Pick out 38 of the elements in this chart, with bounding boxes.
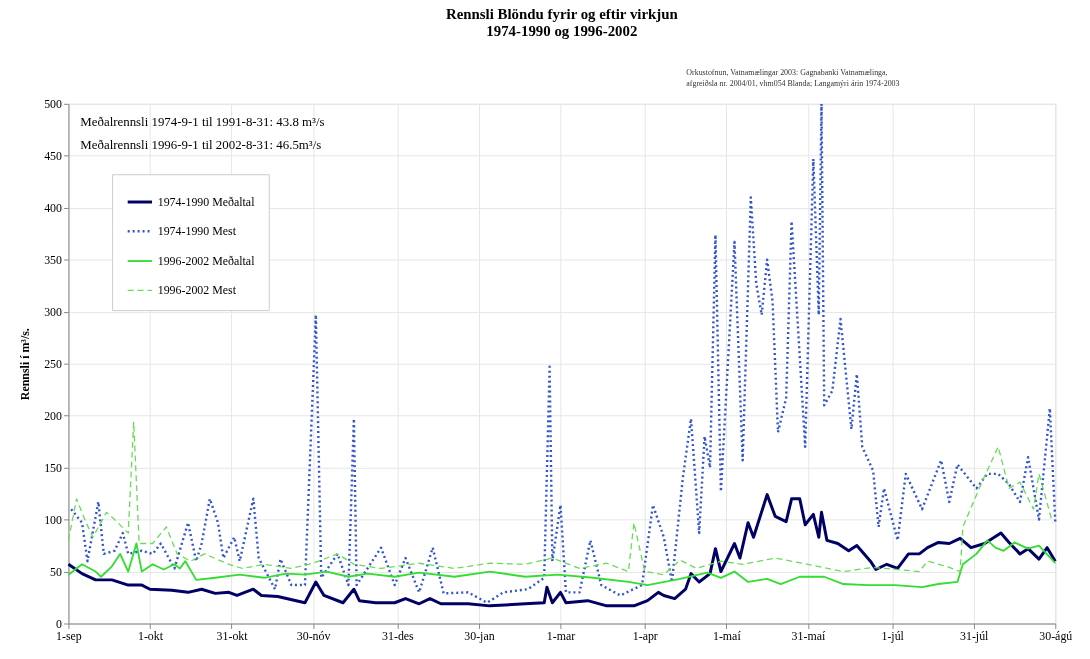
legend-label: 1974-1990 Meðaltal — [157, 194, 256, 209]
x-tick-label: 1-mar — [546, 628, 576, 643]
annotation: Meðalrennsli 1996-9-1 til 2002-8-31: 46.5m³/s — [80, 138, 322, 153]
y-tick-label: 400 — [44, 201, 63, 216]
y-tick-label: 150 — [44, 461, 63, 476]
x-tick-label: 31-maí — [791, 628, 826, 643]
line-series — [67, 421, 1054, 576]
y-tick-label: 100 — [44, 513, 63, 528]
x-tick-label: 30-nóv — [296, 628, 331, 643]
x-tick-label: 30-ágú — [1039, 628, 1073, 643]
y-tick-label: 50 — [50, 565, 63, 580]
x-tick-label: 31-júl — [960, 628, 990, 643]
x-tick-label: 30-jan — [464, 628, 495, 643]
y-tick-label: 300 — [44, 305, 63, 320]
x-tick-label: 1-apr — [632, 628, 658, 643]
line-series — [66, 493, 1057, 608]
y-tick-label: 250 — [44, 357, 63, 372]
line-series — [67, 539, 1057, 589]
y-tick-label: 0 — [56, 616, 63, 631]
x-tick-label: 1-okt — [137, 628, 164, 643]
y-axis-title: Rennsli í m³/s. — [18, 328, 33, 401]
x-tick-label: 1-sep — [56, 628, 82, 643]
y-tick-label: 450 — [44, 149, 63, 164]
legend-label: 1996-2002 Meðaltal — [157, 253, 256, 268]
y-tick-label: 350 — [44, 253, 63, 268]
y-tick-label: 200 — [44, 409, 63, 424]
chart-title: Rennsli Blöndu fyrir og eftir virkjun — [445, 5, 679, 22]
x-tick-label: 1-maí — [712, 628, 742, 643]
text: Orkustofnun, Vatnamælingar 2003: Gagnabanki Vatnamælinga, afgreiðsla nr. 2004/01, vhm054 Blanda; Langamýri árin 1974-2003 — [686, 68, 900, 88]
x-tick-label: 1-júl — [881, 628, 905, 643]
x-tick-label: 31-okt — [216, 628, 249, 643]
annotation: Meðalrennsli 1974-9-1 til 1991-8-31: 43.8 m³/s — [80, 114, 325, 129]
legend-label: 1996-2002 Mest — [157, 283, 237, 298]
x-tick-label: 31-des — [382, 628, 415, 643]
y-tick-label: 500 — [44, 97, 63, 112]
line-series — [69, 102, 1057, 604]
legend-label: 1974-1990 Mest — [157, 224, 237, 239]
chart-subtitle: 1974-1990 og 1996-2002 — [486, 23, 638, 40]
